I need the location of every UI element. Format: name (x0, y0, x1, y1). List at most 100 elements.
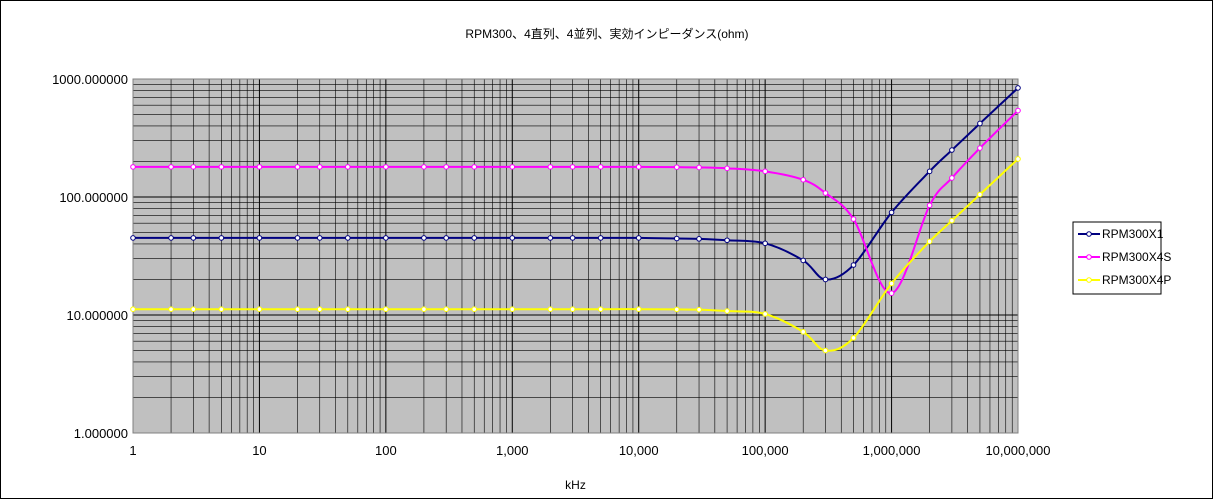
data-point (421, 164, 427, 170)
data-point (190, 306, 197, 312)
data-point (218, 306, 225, 312)
legend-swatch-marker (1086, 254, 1092, 260)
data-point (294, 235, 301, 241)
chart-title: RPM300、4直列、4並列、実効インピーダンス(ohm) (465, 26, 748, 41)
data-point (344, 164, 351, 170)
data-point (949, 147, 955, 153)
data-point (696, 306, 702, 313)
legend-item: RPM300X4S (1078, 250, 1171, 264)
data-point (850, 262, 857, 268)
data-point (316, 235, 323, 241)
data-point (635, 306, 642, 312)
data-point (471, 235, 478, 241)
data-point (597, 164, 604, 170)
data-point (218, 235, 225, 241)
data-point (949, 217, 955, 224)
data-point (1015, 85, 1021, 91)
data-point (762, 311, 768, 317)
data-point (762, 240, 768, 247)
legend-label: RPM300X1 (1102, 227, 1164, 241)
data-point (597, 235, 604, 241)
data-point (724, 237, 730, 244)
data-point (168, 164, 174, 170)
data-point (421, 235, 427, 241)
data-point (822, 347, 829, 354)
legend-label: RPM300X4S (1102, 250, 1171, 264)
y-tick-label: 1000.000000 (52, 72, 128, 87)
x-tick-label: 1 (129, 443, 136, 458)
data-point (344, 306, 351, 312)
data-point (762, 168, 768, 175)
x-tick-label: 10,000,000 (985, 443, 1050, 458)
legend-swatch-marker (1086, 277, 1092, 283)
data-point (597, 306, 604, 312)
data-point (800, 257, 807, 264)
y-tick-label: 100.000000 (59, 190, 128, 205)
minor-gridlines (133, 79, 1018, 433)
data-point (673, 235, 680, 242)
data-point (569, 306, 576, 312)
plot-border (132, 78, 1019, 434)
data-point (822, 276, 829, 283)
data-point (822, 190, 829, 196)
data-point (850, 216, 857, 222)
data-point (673, 164, 680, 170)
data-point (344, 235, 351, 241)
data-point (547, 306, 554, 312)
data-point (130, 235, 136, 241)
data-point (569, 164, 576, 170)
data-point (443, 306, 449, 312)
data-point (383, 235, 389, 241)
data-point (168, 306, 174, 312)
data-point (294, 164, 301, 170)
data-point (696, 236, 702, 242)
legend: RPM300X1 RPM300X4S RPM300X4P (1072, 221, 1171, 295)
data-point (724, 308, 730, 314)
data-point (218, 164, 225, 170)
x-tick-label: 1,000,000 (863, 443, 921, 458)
data-point (926, 168, 933, 175)
data-point (635, 164, 642, 170)
data-point (977, 120, 983, 127)
data-point (635, 235, 642, 241)
data-point (888, 280, 895, 287)
data-point (949, 175, 955, 181)
data-point (471, 306, 478, 312)
data-point (316, 164, 323, 170)
series-line (132, 109, 1019, 295)
legend-swatch-marker (1086, 231, 1092, 237)
x-tick-label: 10 (252, 443, 266, 458)
x-tick-label: 10,000 (619, 443, 659, 458)
data-point (547, 164, 554, 170)
x-axis-title: kHz (565, 478, 586, 492)
x-axis-tick-labels: 1 10 100 1,000 10,000 100,000 1,000,000 10,000,… (129, 443, 1050, 458)
data-point (383, 164, 389, 170)
plot-area (133, 79, 1018, 433)
data-point (316, 306, 323, 312)
x-tick-label: 100 (375, 443, 397, 458)
y-tick-label: 10.000000 (67, 308, 128, 323)
data-point (569, 235, 576, 241)
data-point (421, 306, 427, 312)
data-point (509, 164, 516, 170)
series-RPM300X4S (130, 107, 1021, 297)
data-point (168, 235, 174, 241)
data-point (190, 235, 197, 241)
data-point (724, 165, 730, 172)
data-point (190, 164, 197, 170)
data-point (547, 235, 554, 241)
x-tick-label: 100,000 (742, 443, 789, 458)
data-point (509, 306, 516, 312)
data-point (256, 306, 263, 312)
data-point (256, 164, 263, 170)
y-axis-tick-labels: 1.000000 10.000000 100.000000 1000.000000 (52, 72, 128, 441)
data-point (926, 238, 933, 245)
data-point (673, 306, 680, 313)
data-point (696, 164, 702, 171)
series-RPM300X4P (130, 156, 1021, 354)
data-point (383, 306, 389, 312)
y-tick-label: 1.000000 (74, 426, 128, 441)
legend-item: RPM300X4P (1078, 273, 1171, 287)
legend-item: RPM300X1 (1078, 227, 1164, 241)
series-layer (130, 85, 1021, 354)
